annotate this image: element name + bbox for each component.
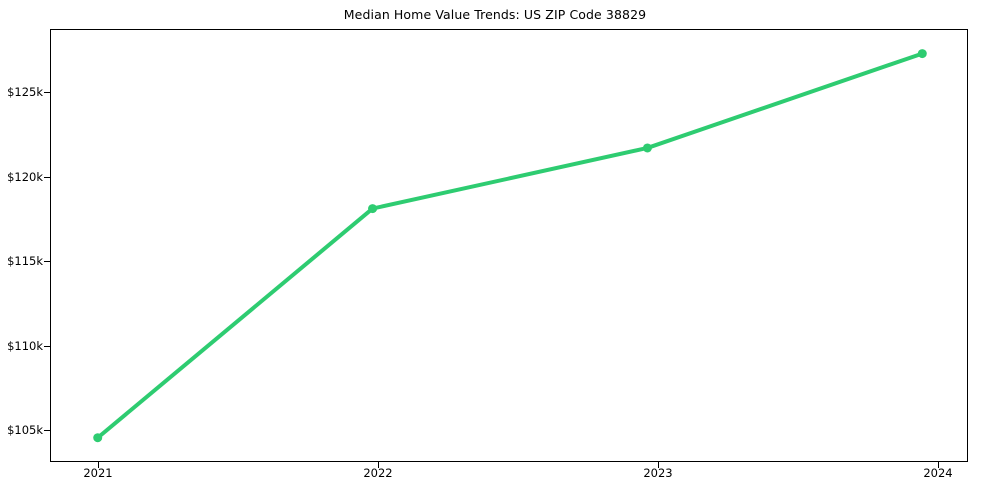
data-point-markers <box>93 49 927 443</box>
x-axis-tick-mark <box>378 462 379 468</box>
y-axis-tick-mark <box>44 430 50 431</box>
y-axis-tick-label: $120k <box>7 170 43 184</box>
data-point-marker <box>93 433 103 443</box>
y-axis-tick-label: $110k <box>7 339 43 353</box>
y-axis-tick-mark <box>44 261 50 262</box>
y-axis-tick-labels: $105k $110k $115k $120k $125k <box>0 0 43 490</box>
x-axis-tick-mark <box>938 462 939 468</box>
x-axis-tick-label: 2024 <box>923 466 953 480</box>
y-axis-tick-label: $115k <box>7 254 43 268</box>
x-axis-tick-label: 2021 <box>83 466 113 480</box>
x-axis-tick-label: 2023 <box>643 466 673 480</box>
plot-area <box>50 29 968 462</box>
x-axis-tick-label: 2022 <box>363 466 393 480</box>
y-axis-tick-label: $105k <box>7 423 43 437</box>
y-axis-tick-mark <box>44 346 50 347</box>
data-point-marker <box>642 143 652 153</box>
x-axis-tick-mark <box>658 462 659 468</box>
data-point-marker <box>917 49 927 59</box>
x-axis-tick-mark <box>98 462 99 468</box>
y-axis-tick-mark <box>44 92 50 93</box>
y-axis-tick-label: $125k <box>7 85 43 99</box>
page-title: Median Home Value Trends: US ZIP Code 38… <box>343 7 647 22</box>
line-chart-svg <box>93 49 927 443</box>
y-axis-tick-mark <box>44 177 50 178</box>
data-point-marker <box>368 204 378 214</box>
data-series-line <box>95 51 925 440</box>
